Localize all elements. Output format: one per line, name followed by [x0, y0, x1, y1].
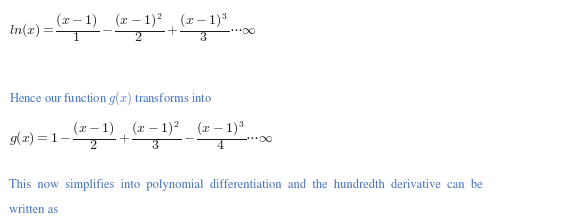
Text: Hence our function $g(x)$ transforms into: Hence our function $g(x)$ transforms int… [9, 90, 212, 107]
Text: $g(x) = 1 - \dfrac{(x-1)}{2} + \dfrac{(x-1)^2}{3} - \dfrac{(x-1)^3}{4} \cdots \i: $g(x) = 1 - \dfrac{(x-1)}{2} + \dfrac{(x… [9, 119, 274, 152]
Text: This  now  simplifies  into  polynomial  differentiation  and  the  hundredth  d: This now simplifies into polynomial diff… [9, 179, 482, 192]
Text: written as: written as [9, 204, 58, 216]
Text: $ln(x) = \dfrac{(x-1)}{1} - \dfrac{(x-1)^2}{2} + \dfrac{(x-1)^3}{3} \cdots \inft: $ln(x) = \dfrac{(x-1)}{1} - \dfrac{(x-1)… [9, 11, 257, 44]
